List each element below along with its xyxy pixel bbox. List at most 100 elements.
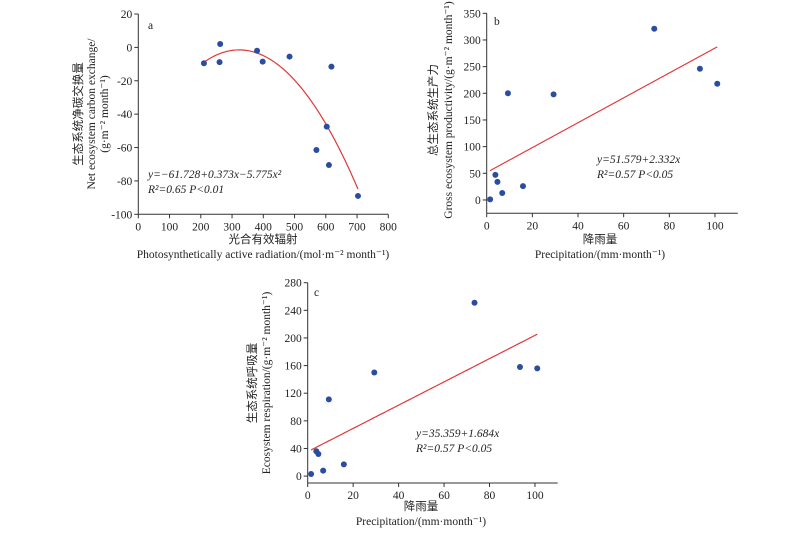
data-point	[313, 147, 320, 154]
data-point	[325, 396, 332, 403]
data-point	[504, 90, 511, 97]
y-axis-label: 生态系统净碳交换量	[71, 62, 85, 166]
panel-letter: a	[148, 20, 153, 32]
x-tick-label: 60	[618, 220, 630, 232]
x-tick-label: 500	[286, 221, 304, 233]
x-tick-label: 700	[348, 221, 366, 233]
fit-line	[489, 46, 718, 172]
fit-line	[203, 49, 359, 190]
data-point	[286, 53, 293, 60]
fit-equation: y=51.579+2.332x	[596, 154, 681, 166]
data-point	[259, 58, 266, 65]
x-tick-label: 0	[484, 220, 490, 232]
data-point	[315, 450, 322, 457]
fit-line	[310, 333, 538, 451]
data-point	[471, 299, 478, 306]
y-tick-label: 100	[463, 142, 481, 154]
data-point	[651, 25, 658, 32]
data-point	[217, 41, 224, 48]
data-point	[200, 60, 207, 67]
data-point	[487, 196, 494, 203]
data-point	[516, 363, 523, 370]
x-tick-label: 80	[484, 490, 496, 502]
fit-equation: y=−61.728+0.373x−5.775x²	[147, 169, 282, 181]
y-tick-label: -40	[117, 109, 133, 121]
x-axis-label-en: Precipitation/(mm·month⁻¹)	[535, 249, 665, 261]
y-tick-label: 120	[284, 388, 302, 400]
x-tick-label: 400	[255, 221, 273, 233]
data-point	[499, 190, 506, 197]
x-axis-label-cn: 光合有效辐射	[229, 232, 298, 246]
y-tick-label: 200	[284, 333, 302, 345]
y-axis-label: Ecosystem respiration/(g·m⁻² month⁻¹)	[261, 292, 273, 475]
x-axis-label-cn: 降雨量	[404, 499, 439, 513]
y-tick-label: 200	[463, 88, 481, 100]
x-tick-label: 40	[393, 490, 405, 502]
data-point	[519, 183, 526, 190]
y-axis-label: Gross ecosystem productivity/(g·m⁻² mont…	[443, 1, 455, 219]
y-tick-label: 150	[463, 115, 481, 127]
y-tick-label: 0	[475, 195, 481, 207]
y-tick-label: 40	[290, 443, 302, 455]
data-point	[328, 63, 335, 70]
x-tick-label: 60	[438, 490, 450, 502]
x-tick-label: 40	[572, 220, 584, 232]
x-tick-label: 80	[664, 220, 676, 232]
y-tick-label: 280	[284, 278, 302, 290]
y-tick-label: 50	[469, 168, 481, 180]
x-tick-label: 600	[317, 221, 335, 233]
y-tick-label: 0	[296, 471, 302, 483]
y-axis-label: 生态系统呼吸量	[245, 343, 259, 424]
chart-panel-b: 0 20 40 60 80 100 0 50 100 150 200 250 300 350 b y=51.5…	[426, 1, 738, 261]
x-axis-label-en: Precipitation/(mm·month⁻¹)	[356, 516, 486, 528]
y-tick-label: 20	[121, 9, 133, 21]
data-point	[308, 471, 315, 478]
data-point	[550, 91, 557, 98]
data-point	[323, 123, 330, 130]
data-point	[340, 461, 347, 468]
x-tick-label: 100	[161, 221, 179, 233]
y-tick-label: 250	[463, 62, 481, 74]
x-tick-label: 200	[192, 221, 210, 233]
y-tick-label: 160	[284, 361, 302, 373]
data-point	[216, 59, 223, 66]
data-point	[534, 365, 541, 372]
x-tick-label: 800	[380, 221, 398, 233]
chart-panel-a: 0 100 200 300 400 500 600 700 800200-20-40-60-80…	[71, 9, 397, 261]
x-axis-label-en: Photosynthetically active radiation/(mol…	[137, 249, 390, 261]
x-tick-label: 20	[527, 220, 539, 232]
y-tick-label: -80	[117, 176, 133, 188]
y-axis-label: (g·m⁻² month⁻¹)	[99, 75, 111, 153]
y-axis-label: 总生态系统生产力	[426, 64, 440, 156]
data-point	[494, 178, 501, 185]
data-point	[492, 171, 499, 178]
x-axis-label-cn: 降雨量	[583, 232, 618, 246]
x-tick-label: 0	[135, 221, 141, 233]
data-point	[696, 65, 703, 72]
x-tick-label: 300	[223, 221, 241, 233]
data-point	[371, 369, 378, 376]
y-tick-label: 240	[284, 305, 302, 317]
y-tick-label: 80	[290, 416, 302, 428]
x-tick-label: 0	[305, 490, 311, 502]
data-point	[354, 192, 361, 199]
data-point	[320, 467, 327, 474]
y-tick-label: 0	[127, 42, 133, 54]
data-point	[325, 162, 332, 169]
fit-stats: R²=0.65 P<0.01	[147, 184, 224, 196]
data-point	[714, 80, 721, 87]
fit-stats: R²=0.57 P<0.05	[596, 169, 673, 181]
y-tick-label: -20	[117, 76, 133, 88]
data-point	[254, 47, 261, 54]
y-tick-label: 300	[463, 35, 481, 47]
y-tick-label: -60	[117, 143, 133, 155]
fit-stats: R²=0.57 P<0.05	[415, 443, 492, 455]
x-tick-label: 100	[526, 490, 544, 502]
panel-letter: b	[494, 16, 500, 28]
panel-letter: c	[314, 287, 319, 299]
x-tick-label: 100	[706, 220, 724, 232]
chart-panel-c: 0 20 40 60 80 100 0 40 80 120 160 200 240 280 c y=35.35…	[245, 278, 558, 528]
fit-equation: y=35.359+1.684x	[415, 428, 500, 440]
y-tick-label: -100	[111, 209, 132, 221]
